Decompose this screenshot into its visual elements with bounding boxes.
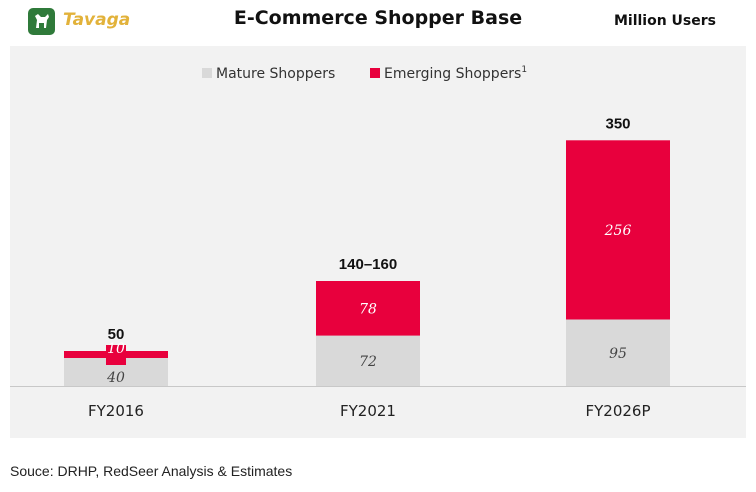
source-note: Souce: DRHP, RedSeer Analysis & Estimate… (10, 463, 293, 479)
data-label-emerging-fy2026p: 256 (604, 223, 632, 239)
legend-swatch-2 (370, 68, 380, 78)
brand-name: Tavaga (63, 10, 131, 30)
total-label-fy2026p: 350 (605, 115, 630, 132)
x-tick-label-fy2026p: FY2026P (585, 402, 650, 420)
bar-mature-fy2021 (316, 335, 420, 386)
total-label-fy2021: 140–160 (339, 256, 397, 273)
data-label-mature-fy2016: 40 (106, 370, 125, 386)
legend-label-2: Emerging Shoppers1 (384, 65, 527, 82)
bar-mature-fy2026p (566, 319, 670, 386)
x-tick-label-fy2016: FY2016 (88, 402, 144, 420)
tavaga-logo-icon (28, 8, 55, 35)
units-label: Million Users (613, 13, 716, 29)
bar-emerging-fy2021 (316, 281, 420, 336)
page-title: E-Commerce Shopper Base (233, 7, 523, 29)
header: Tavaga E-Commerce Shopper Base Million U… (0, 0, 756, 46)
total-label-fy2016: 50 (108, 326, 125, 343)
bar-emerging-fy2026p (566, 140, 670, 320)
data-label-mature-fy2026p: 95 (609, 346, 627, 362)
data-label-emerging-fy2016: 10 (107, 341, 125, 357)
legend-label-1: Mature Shoppers (216, 66, 335, 82)
legend-swatch-1 (202, 68, 212, 78)
data-label-emerging-fy2021: 78 (359, 301, 377, 317)
x-tick-label-fy2021: FY2021 (340, 402, 396, 420)
data-label-mature-fy2021: 72 (359, 354, 377, 370)
emerging-label-box-fy2016 (106, 345, 126, 365)
